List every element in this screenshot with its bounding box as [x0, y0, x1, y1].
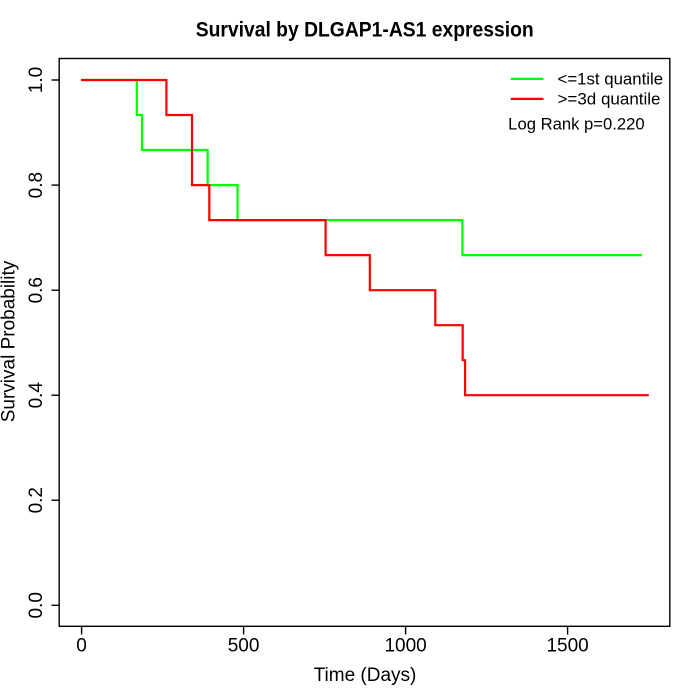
svg-text:0.6: 0.6	[26, 277, 47, 303]
svg-text:1.0: 1.0	[26, 67, 47, 93]
svg-text:0.8: 0.8	[26, 172, 47, 198]
svg-text:<=1st quantile: <=1st quantile	[558, 71, 664, 89]
svg-text:Log Rank p=0.220: Log Rank p=0.220	[508, 116, 645, 134]
svg-text:1000: 1000	[384, 636, 426, 657]
svg-text:Time (Days): Time (Days)	[314, 665, 417, 686]
svg-text:0.4: 0.4	[26, 382, 47, 409]
svg-text:0.0: 0.0	[26, 592, 47, 618]
svg-text:0: 0	[76, 636, 87, 657]
svg-text:0.2: 0.2	[26, 487, 47, 513]
svg-text:500: 500	[228, 636, 260, 657]
svg-text:Survival by DLGAP1-AS1 express: Survival by DLGAP1-AS1 expression	[196, 19, 534, 42]
svg-text:1500: 1500	[546, 636, 588, 657]
svg-text:Survival Probability: Survival Probability	[0, 260, 19, 422]
svg-text:>=3d quantile: >=3d quantile	[558, 91, 661, 109]
